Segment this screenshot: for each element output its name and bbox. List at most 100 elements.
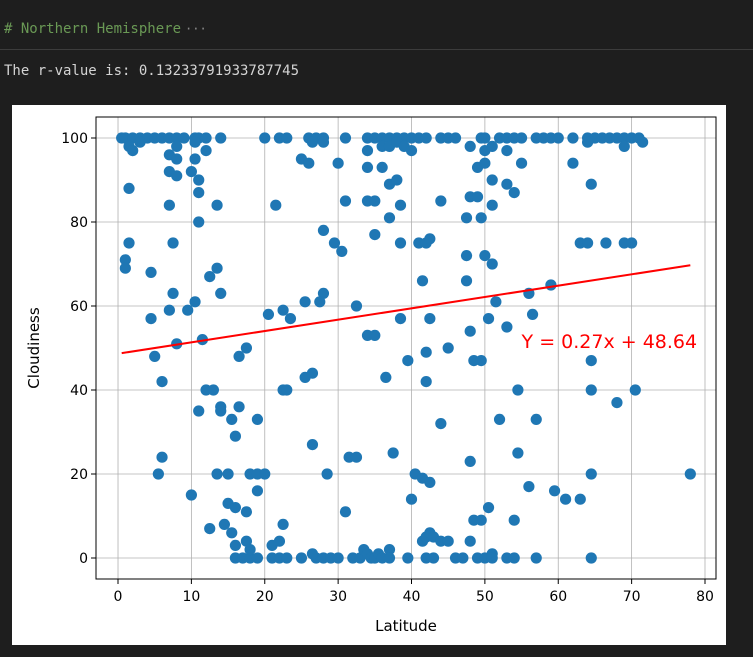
data-point	[277, 518, 289, 530]
data-point	[442, 342, 454, 354]
data-point	[618, 140, 630, 152]
x-tick-label: 40	[403, 589, 421, 605]
data-point	[321, 468, 333, 480]
data-point	[273, 535, 286, 547]
data-point	[306, 439, 319, 451]
data-point	[259, 132, 271, 144]
data-point	[684, 468, 696, 480]
data-points	[116, 132, 696, 564]
data-point	[405, 493, 418, 505]
data-point	[123, 237, 135, 249]
data-point	[167, 237, 179, 249]
data-point	[479, 132, 491, 144]
data-point	[306, 367, 319, 379]
data-point	[515, 157, 528, 169]
data-point	[424, 476, 436, 488]
data-point	[339, 132, 352, 144]
data-point	[383, 544, 396, 556]
data-point	[585, 178, 597, 190]
data-point	[317, 136, 330, 148]
y-tick-label: 20	[70, 467, 88, 483]
data-point	[460, 212, 473, 224]
data-point	[585, 552, 597, 564]
data-point	[512, 384, 524, 396]
data-point	[350, 300, 363, 312]
data-point	[559, 493, 572, 505]
data-point	[442, 535, 454, 547]
data-point	[449, 132, 462, 144]
data-point	[471, 191, 484, 203]
data-point	[600, 237, 612, 249]
r-value: 0.13233791933787745	[138, 63, 300, 79]
data-point	[204, 271, 216, 283]
data-point	[626, 237, 638, 249]
x-tick-label: 70	[623, 589, 641, 605]
data-point	[464, 140, 476, 152]
data-point	[149, 350, 161, 362]
x-tick-label: 60	[549, 589, 567, 605]
data-point	[200, 132, 212, 144]
data-point	[394, 199, 407, 211]
data-point	[229, 539, 242, 551]
data-point	[127, 145, 139, 157]
data-point	[581, 237, 594, 249]
data-point	[402, 355, 414, 367]
data-point	[196, 334, 208, 346]
data-point	[435, 195, 447, 207]
data-point	[552, 132, 564, 144]
data-point	[299, 296, 311, 308]
data-point	[339, 195, 352, 207]
data-point	[548, 485, 561, 497]
data-point	[402, 552, 414, 564]
data-point	[350, 451, 363, 463]
x-tick-label: 30	[329, 589, 347, 605]
data-point	[200, 145, 212, 157]
data-point	[486, 140, 498, 152]
data-point	[251, 552, 264, 564]
data-point	[156, 451, 168, 463]
data-point	[523, 481, 535, 493]
data-point	[281, 552, 293, 564]
data-point	[189, 296, 201, 308]
data-point	[361, 145, 374, 157]
data-point	[482, 502, 495, 514]
data-point	[464, 535, 476, 547]
data-point	[530, 413, 542, 425]
data-point	[479, 157, 491, 169]
scatter-figure: 0 10 20 30 40 50 60 70 80 0 20 40 60 80 100 Latitude …	[12, 105, 726, 645]
data-point	[486, 199, 498, 211]
data-point	[182, 304, 194, 316]
data-point	[270, 199, 282, 211]
regression-line	[121, 264, 691, 355]
data-point	[233, 401, 245, 413]
data-point	[295, 552, 308, 564]
data-point	[515, 132, 528, 144]
data-point	[336, 245, 348, 257]
data-point	[251, 413, 264, 425]
x-axis-ticks: 0 10 20 30 40 50 60 70 80	[114, 579, 714, 605]
data-point	[134, 136, 146, 148]
data-point	[501, 145, 513, 157]
data-point	[211, 199, 223, 211]
data-point	[479, 250, 491, 262]
cell-header: # Northern Hemisphere ···	[0, 0, 753, 50]
data-point	[464, 325, 476, 337]
collapsed-code-indicator[interactable]: ···	[185, 22, 207, 36]
data-point	[460, 250, 473, 262]
data-point	[611, 397, 623, 409]
data-point	[493, 413, 506, 425]
data-point	[317, 287, 330, 299]
data-point	[416, 275, 429, 287]
data-point	[420, 346, 432, 358]
data-point	[391, 174, 403, 186]
data-point	[420, 376, 432, 388]
data-point	[193, 405, 205, 417]
data-point	[167, 287, 179, 299]
data-point	[512, 447, 524, 459]
y-tick-label: 80	[70, 215, 88, 231]
data-point	[482, 313, 495, 325]
data-point	[464, 455, 476, 467]
data-point	[229, 502, 242, 514]
data-point	[193, 174, 205, 186]
data-point	[475, 212, 487, 224]
